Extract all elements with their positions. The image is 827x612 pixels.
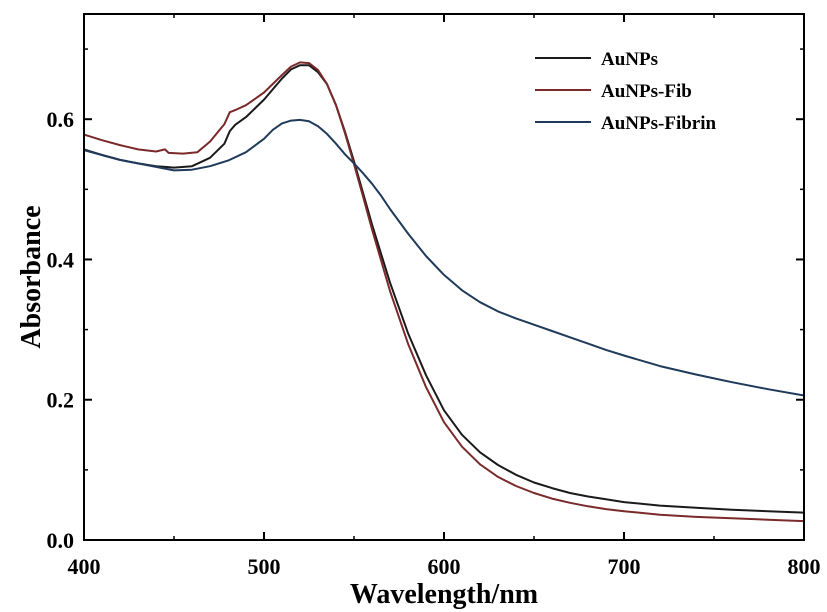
axis-tick-labels: 400 500 600 700 800 0.0 0.2 0.4 0.6 bbox=[47, 107, 821, 579]
plot-lines bbox=[83, 61, 805, 523]
legend-label-3: AuNPs-Fibrin bbox=[601, 113, 717, 134]
x-axis-title: Wavelength/nm bbox=[350, 579, 538, 610]
y-axis-title: Absorbance bbox=[16, 205, 47, 348]
y-tick-label: 0.2 bbox=[47, 388, 75, 413]
x-tick-label: 600 bbox=[428, 554, 461, 579]
x-tick-label: 800 bbox=[788, 554, 821, 579]
x-tick-label: 400 bbox=[68, 554, 101, 579]
series-line-2 bbox=[83, 61, 805, 523]
axis-ticks bbox=[83, 14, 805, 541]
legend: AuNPs AuNPs-Fib AuNPs-Fibrin bbox=[535, 49, 717, 134]
legend-label-1: AuNPs bbox=[601, 49, 658, 70]
legend-label-2: AuNPs-Fib bbox=[601, 81, 692, 102]
y-tick-label: 0.6 bbox=[47, 107, 75, 132]
series-line-3 bbox=[83, 118, 805, 397]
y-tick-label: 0.4 bbox=[47, 247, 75, 272]
y-tick-label: 0.0 bbox=[47, 528, 75, 553]
x-tick-label: 500 bbox=[248, 554, 281, 579]
x-tick-label: 700 bbox=[608, 554, 641, 579]
plot-frame bbox=[83, 13, 805, 541]
